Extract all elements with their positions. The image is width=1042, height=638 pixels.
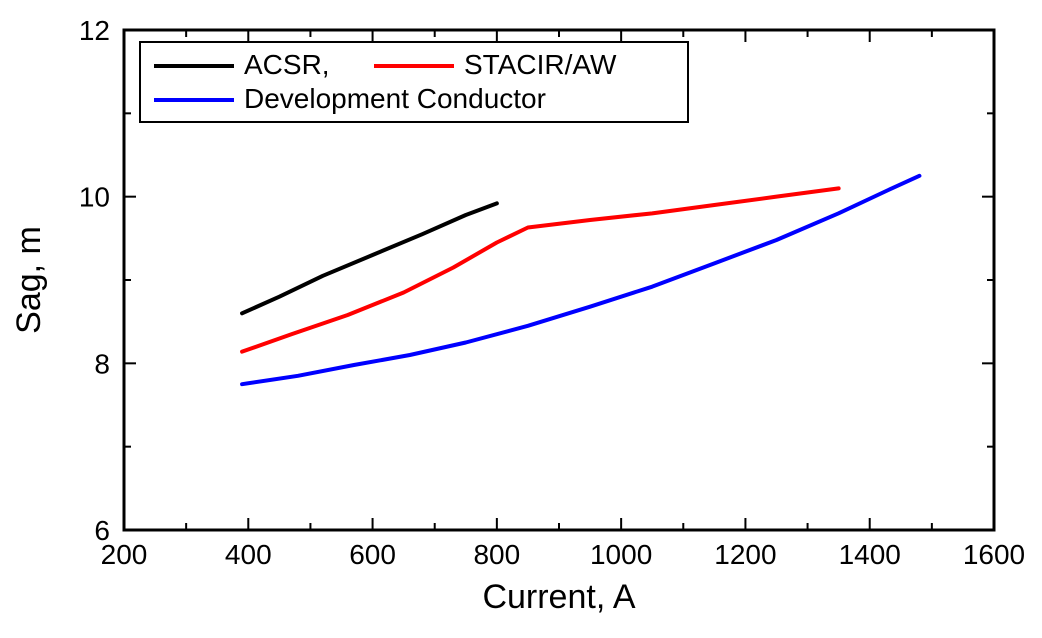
legend-label: STACIR/AW <box>464 49 617 80</box>
sag-vs-current-chart: 2004006008001000120014001600681012Curren… <box>0 0 1042 638</box>
x-axis-label: Current, A <box>482 578 635 616</box>
y-tick-label: 8 <box>94 348 110 379</box>
y-tick-label: 12 <box>79 15 110 46</box>
x-tick-label: 1600 <box>963 539 1025 570</box>
x-tick-label: 1400 <box>839 539 901 570</box>
legend-label: ACSR, <box>244 49 330 80</box>
x-tick-label: 1200 <box>714 539 776 570</box>
legend-label: Development Conductor <box>244 83 546 114</box>
legend: ACSR, STACIR/AWDevelopment Conductor <box>140 42 688 122</box>
y-tick-label: 10 <box>79 182 110 213</box>
chart-container: 2004006008001000120014001600681012Curren… <box>0 0 1042 638</box>
x-tick-label: 800 <box>473 539 520 570</box>
y-axis-label: Sag, m <box>10 226 48 334</box>
x-tick-label: 600 <box>349 539 396 570</box>
x-tick-label: 400 <box>225 539 272 570</box>
y-tick-label: 6 <box>94 515 110 546</box>
x-tick-label: 1000 <box>590 539 652 570</box>
